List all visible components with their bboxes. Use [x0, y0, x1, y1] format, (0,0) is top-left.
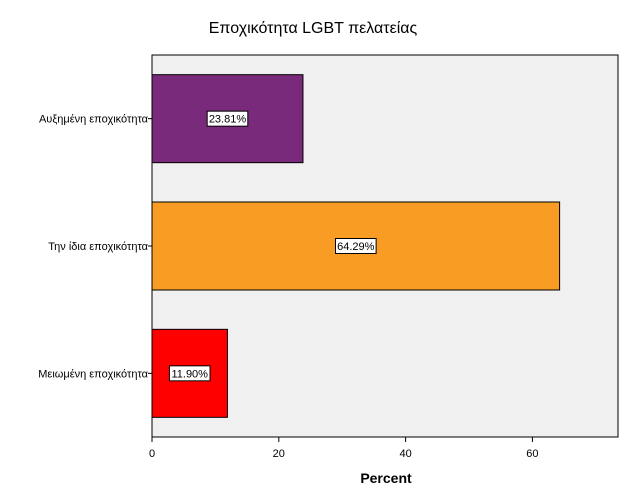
bar — [151, 74, 304, 164]
bars-layer: 23.81% 64.29% 11.90% — [151, 74, 561, 418]
y-tick-label: Μειωμένη εποχικότητα — [38, 368, 148, 380]
data-label: 64.29% — [337, 241, 375, 253]
data-label: 11.90% — [171, 368, 208, 380]
x-axis: 0 20 40 60 — [149, 436, 618, 460]
x-tick-label: 60 — [526, 448, 538, 460]
y-tick-label: Την ίδια εποχικότητα — [48, 241, 148, 253]
x-tick-label: 40 — [399, 448, 411, 460]
x-tick-label: 0 — [149, 448, 155, 460]
y-tick-label: Αυξημένη εποχικότητα — [39, 114, 149, 126]
chart-title: Εποχικότητα LGBT πελατείας — [208, 20, 418, 37]
data-label-box — [168, 365, 211, 382]
data-label-box — [335, 238, 377, 254]
y-axis: Αυξημένη εποχικότητα Την ίδια εποχικότητα… — [38, 114, 152, 380]
data-label: 23.81% — [209, 114, 247, 126]
data-label-box — [206, 110, 249, 127]
x-axis-title: Percent — [360, 470, 412, 486]
x-tick-label: 20 — [273, 448, 285, 460]
